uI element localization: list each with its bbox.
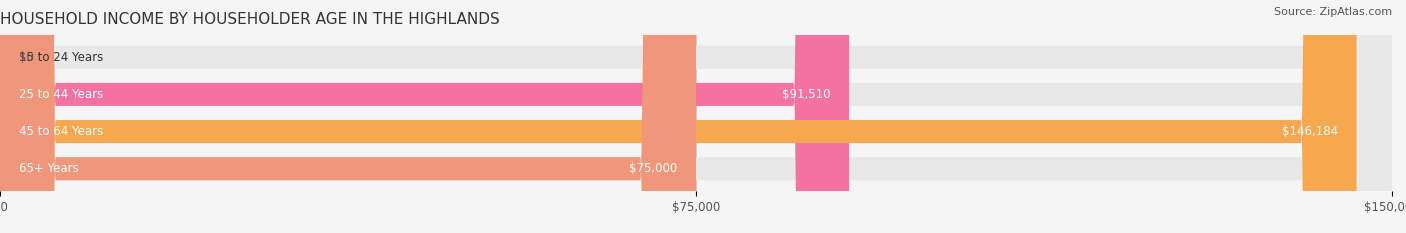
Text: $0: $0 <box>18 51 34 64</box>
Text: 25 to 44 Years: 25 to 44 Years <box>18 88 103 101</box>
Text: $146,184: $146,184 <box>1282 125 1339 138</box>
Text: Source: ZipAtlas.com: Source: ZipAtlas.com <box>1274 7 1392 17</box>
FancyBboxPatch shape <box>0 0 1357 233</box>
Text: 15 to 24 Years: 15 to 24 Years <box>18 51 103 64</box>
FancyBboxPatch shape <box>0 0 696 233</box>
Text: $91,510: $91,510 <box>782 88 831 101</box>
Text: 65+ Years: 65+ Years <box>18 162 79 175</box>
Text: HOUSEHOLD INCOME BY HOUSEHOLDER AGE IN THE HIGHLANDS: HOUSEHOLD INCOME BY HOUSEHOLDER AGE IN T… <box>0 12 499 27</box>
Text: 45 to 64 Years: 45 to 64 Years <box>18 125 103 138</box>
FancyBboxPatch shape <box>0 0 849 233</box>
Text: $75,000: $75,000 <box>628 162 678 175</box>
